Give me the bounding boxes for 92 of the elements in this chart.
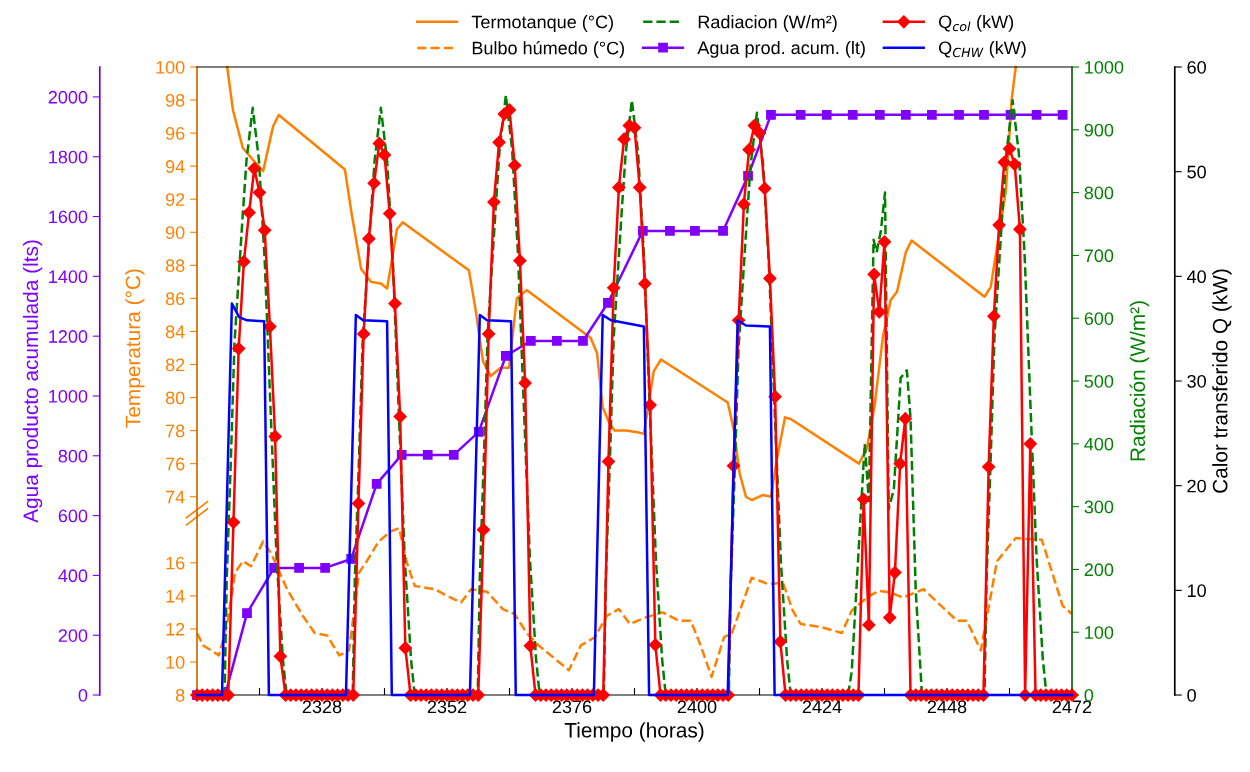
y2-tick-label: 900 bbox=[1084, 123, 1114, 137]
point bbox=[422, 450, 433, 460]
y-tick-label: 0 bbox=[78, 688, 88, 702]
y3-tick-label: 40 bbox=[1187, 270, 1206, 284]
y-tick-label: 200 bbox=[58, 629, 88, 642]
point bbox=[847, 109, 858, 120]
y-tick-label: 86 bbox=[165, 292, 185, 306]
y2-tick-label: 400 bbox=[1084, 437, 1114, 451]
point bbox=[294, 563, 304, 573]
point bbox=[578, 336, 588, 346]
y-tick-label: 96 bbox=[165, 127, 185, 140]
y2-tick-label: 0 bbox=[1084, 688, 1094, 702]
point bbox=[821, 109, 832, 120]
y-tick-label: 76 bbox=[166, 457, 185, 471]
y-tick-label: 88 bbox=[165, 259, 185, 273]
x-tick-label: 2448 bbox=[927, 700, 967, 714]
y2-tick-label: 600 bbox=[1084, 312, 1114, 325]
y-axis-title: Agua producto acumulada (lts) bbox=[22, 240, 43, 523]
y-tick-label: 10 bbox=[166, 655, 185, 669]
y-tick-label: 600 bbox=[58, 509, 88, 523]
point bbox=[927, 109, 937, 120]
point bbox=[525, 336, 536, 346]
y3-tick-label: 0 bbox=[1187, 688, 1196, 702]
y-axis-title: Temperatura (°C) bbox=[125, 269, 145, 428]
point bbox=[874, 109, 885, 120]
point bbox=[448, 450, 459, 460]
x-tick-label: 2328 bbox=[302, 700, 342, 714]
y-tick-label: 82 bbox=[165, 358, 185, 372]
point bbox=[1031, 109, 1042, 120]
y-tick-label: 100 bbox=[156, 60, 185, 74]
legend-label: Termotanque (°C) bbox=[471, 15, 613, 32]
point bbox=[766, 109, 776, 120]
y-tick-label: 16 bbox=[166, 556, 185, 570]
y2-tick-label: 1000 bbox=[1085, 60, 1124, 74]
text: Bulbo húmedo (°C) bbox=[472, 40, 624, 58]
point bbox=[795, 109, 806, 120]
point bbox=[690, 226, 700, 236]
y2-tick-label: 700 bbox=[1084, 249, 1114, 263]
y-tick-label: 80 bbox=[165, 391, 185, 405]
y2-axis-title: Radiación (W/m²) bbox=[1129, 301, 1150, 461]
point bbox=[1057, 109, 1068, 120]
point bbox=[718, 226, 728, 236]
x-tick-label: 2424 bbox=[802, 700, 842, 713]
legend-label: Radiacion (W/m²) bbox=[698, 15, 837, 32]
x-tick-label: 2400 bbox=[677, 700, 717, 714]
point bbox=[979, 109, 989, 120]
point bbox=[320, 563, 330, 573]
y-tick-label: 800 bbox=[58, 449, 88, 463]
y-tick-label: 94 bbox=[165, 160, 185, 173]
y2-tick-label: 500 bbox=[1084, 374, 1114, 388]
y-tick-label: 74 bbox=[166, 490, 185, 504]
legend-label: Q$_{col}$ (kW) bbox=[938, 14, 1014, 32]
y-tick-label: 78 bbox=[166, 424, 185, 438]
line-series bbox=[195, 526, 1074, 679]
point bbox=[954, 109, 964, 120]
x-tick-label: 2376 bbox=[552, 700, 592, 714]
y-tick-label: 8 bbox=[175, 688, 185, 702]
y-tick-label: 400 bbox=[58, 569, 88, 583]
legend-label: Agua prod. acum. (lt) bbox=[697, 40, 865, 58]
y2-tick-label: 200 bbox=[1084, 563, 1114, 577]
point bbox=[242, 608, 252, 618]
point bbox=[500, 351, 511, 361]
y-tick-label: 12 bbox=[166, 622, 185, 636]
y2-tick-label: 300 bbox=[1084, 500, 1114, 514]
y-tick-label: 1800 bbox=[49, 150, 88, 164]
x-axis-title: Tiempo (horas) bbox=[564, 722, 704, 742]
y-tick-label: 98 bbox=[165, 94, 185, 107]
legend-label: Q$_{CHW}$ (kW) bbox=[938, 40, 1026, 58]
point bbox=[665, 226, 675, 236]
point bbox=[900, 109, 911, 120]
y-tick-label: 14 bbox=[166, 589, 185, 603]
x-tick-label: 2472 bbox=[1052, 700, 1092, 713]
y-tick-label: 1200 bbox=[49, 330, 88, 343]
y-tick-label: 2000 bbox=[48, 90, 88, 104]
y3-axis-title: Calor transferido Q (kW) bbox=[1212, 269, 1232, 493]
y2-tick-label: 800 bbox=[1084, 186, 1114, 200]
x-tick-label: 2352 bbox=[427, 700, 467, 714]
y-tick-label: 1400 bbox=[49, 270, 88, 284]
point bbox=[552, 336, 562, 346]
y3-tick-label: 30 bbox=[1187, 374, 1206, 388]
point bbox=[603, 298, 613, 308]
y-tick-label: 1000 bbox=[49, 389, 88, 403]
y3-tick-label: 20 bbox=[1187, 479, 1206, 493]
point bbox=[371, 479, 382, 489]
y2-tick-label: 100 bbox=[1085, 626, 1114, 639]
y-tick-label: 1600 bbox=[49, 210, 88, 224]
y3-tick-label: 50 bbox=[1187, 165, 1206, 179]
y-tick-label: 92 bbox=[165, 193, 185, 206]
y3-tick-label: 10 bbox=[1187, 584, 1206, 598]
y-tick-label: 90 bbox=[165, 226, 185, 239]
y3-tick-label: 60 bbox=[1187, 60, 1206, 74]
y-tick-label: 84 bbox=[165, 325, 185, 339]
